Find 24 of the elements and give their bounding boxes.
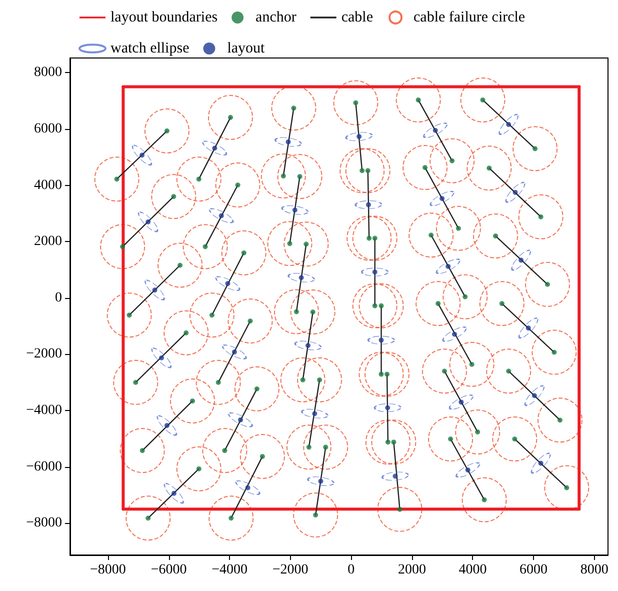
y-tick-label: −2000 bbox=[26, 346, 62, 362]
x-tick-label: 6000 bbox=[520, 562, 548, 578]
x-tick-label: 8000 bbox=[580, 562, 608, 578]
legend-label: layout boundaries bbox=[110, 10, 218, 26]
x-tick-label: −6000 bbox=[150, 562, 187, 578]
legend-label: watch ellipse bbox=[110, 40, 190, 56]
x-tick-label: 0 bbox=[348, 562, 355, 578]
x-tick-label: −2000 bbox=[272, 562, 308, 578]
y-tick-label: 6000 bbox=[34, 121, 62, 136]
legend-label: cable bbox=[341, 10, 374, 26]
x-tick-label: 2000 bbox=[398, 562, 426, 578]
legend-label: cable failure circle bbox=[414, 10, 526, 26]
x-tick-label: −8000 bbox=[90, 562, 126, 578]
y-tick-label: 8000 bbox=[34, 65, 62, 80]
y-tick-label: −4000 bbox=[26, 403, 62, 418]
y-tick-label: 0 bbox=[55, 290, 62, 306]
legend-label: anchor bbox=[256, 10, 296, 26]
y-tick-label: −6000 bbox=[26, 459, 62, 474]
x-tick-label: 4000 bbox=[458, 562, 487, 578]
legend-label: layout bbox=[227, 40, 266, 56]
y-tick-label: 2000 bbox=[34, 234, 62, 250]
y-tick-label: −8000 bbox=[26, 516, 62, 531]
y-tick-label: 4000 bbox=[34, 178, 62, 193]
x-tick-label: −4000 bbox=[212, 562, 248, 578]
